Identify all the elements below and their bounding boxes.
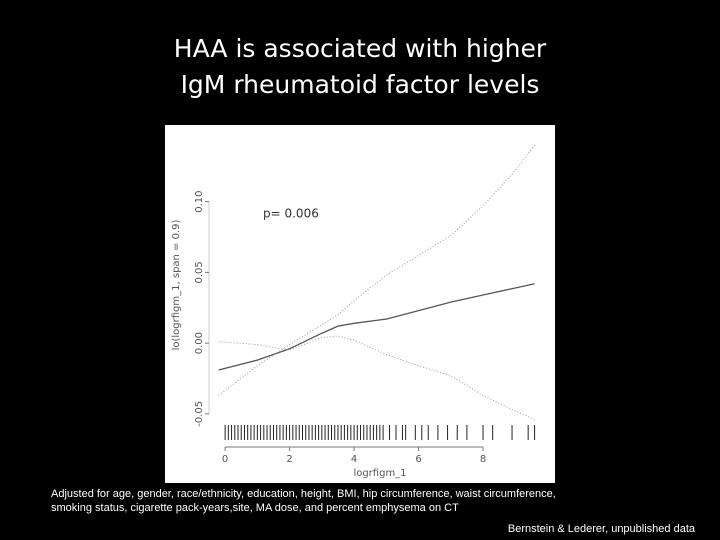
x-axis-label: logrfigm_1: [353, 468, 406, 479]
plot-panel: [165, 125, 555, 483]
y-tick-label: 0.05: [194, 261, 205, 283]
title-line: HAA is associated with higher: [174, 34, 547, 63]
y-axis-label: lo(logrfigm_1, span = 0.9): [171, 219, 182, 350]
x-tick-label: 2: [286, 454, 292, 465]
title-line: IgM rheumatoid factor levels: [181, 70, 540, 99]
x-tick-label: 0: [222, 454, 228, 465]
annotation: p= 0.006: [263, 207, 319, 221]
series-line: [218, 144, 536, 396]
y-tick-label: 0.10: [194, 191, 205, 213]
footnote: Adjusted for age, gender, race/ethnicity…: [51, 488, 556, 500]
series-line: [218, 283, 535, 371]
credit: Bernstein & Lederer, unpublished data: [508, 523, 696, 535]
x-tick-label: 6: [415, 454, 421, 465]
x-tick-label: 4: [351, 454, 357, 465]
series-line: [218, 335, 535, 420]
footnote: smoking status, cigarette pack-years,sit…: [51, 502, 459, 514]
y-tick-label: 0.00: [194, 332, 205, 354]
x-tick-label: 8: [480, 454, 486, 465]
y-tick-label: -0.05: [194, 401, 205, 427]
